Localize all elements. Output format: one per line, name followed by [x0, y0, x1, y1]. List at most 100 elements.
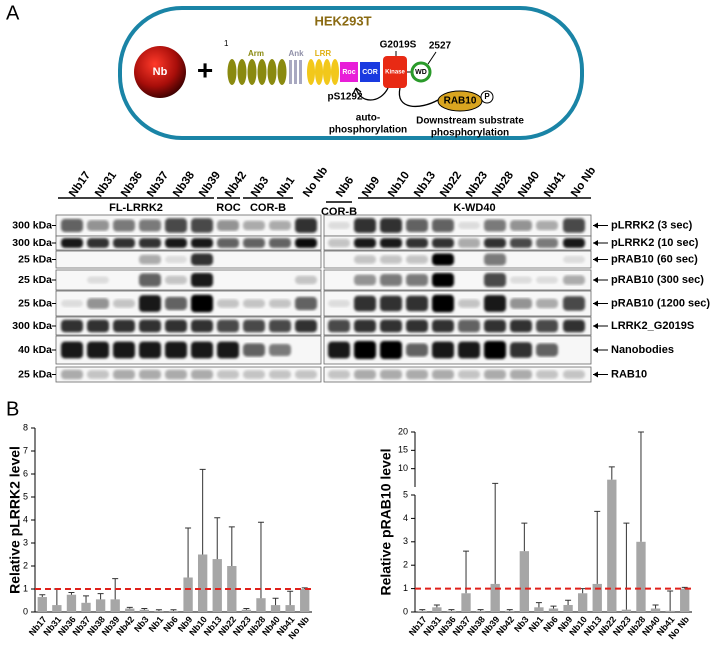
domain-label: Ank — [288, 49, 304, 58]
mutation-label: G2019S — [380, 40, 417, 51]
lrr-repeats — [307, 59, 339, 85]
size-label: 300 kDa — [12, 219, 52, 231]
band — [432, 294, 454, 313]
band — [458, 370, 480, 379]
band — [328, 238, 350, 248]
plus: + — [197, 54, 213, 85]
y-tick-label: 4 — [23, 514, 28, 524]
bar — [139, 609, 150, 612]
error-bar — [667, 590, 674, 611]
band — [243, 299, 265, 308]
band — [563, 275, 585, 285]
error-bar — [185, 527, 192, 578]
cell-name: HEK293T — [314, 13, 371, 28]
lane-label: Nb10 — [386, 170, 412, 200]
band — [295, 218, 317, 233]
band — [243, 319, 265, 333]
substrate-arrow — [398, 87, 439, 108]
error-bar — [141, 608, 148, 610]
bar — [490, 583, 500, 612]
size-label: 25 kDa — [18, 253, 52, 265]
row-arrow-head — [593, 277, 598, 283]
bar — [197, 554, 208, 612]
band — [139, 341, 161, 359]
bar — [534, 607, 544, 612]
row-arrow-head — [593, 256, 598, 263]
row-label: pLRRK2 (10 sec) — [611, 237, 699, 249]
band — [87, 319, 109, 333]
bar — [548, 608, 559, 612]
error-bar — [652, 604, 659, 609]
band — [87, 370, 109, 379]
band — [563, 218, 585, 233]
error-bar — [53, 588, 60, 606]
band — [243, 370, 265, 379]
y-tick-label: 3 — [403, 536, 408, 546]
band — [354, 295, 376, 312]
band — [191, 319, 213, 333]
row-label: pRAB10 (1200 sec) — [611, 297, 710, 309]
lane-label: Nb37 — [145, 170, 171, 200]
size-label: 300 kDa — [12, 237, 52, 249]
band — [432, 273, 454, 287]
band — [354, 341, 376, 359]
band — [87, 220, 109, 231]
group-label: COR-B — [250, 202, 286, 214]
nanobody-label: Nb — [153, 66, 168, 78]
phospho — [480, 90, 494, 104]
error-bar — [448, 609, 455, 611]
lane-label: Nb40 — [516, 170, 542, 200]
row-label: pRAB10 (60 sec) — [611, 253, 698, 265]
band — [243, 343, 265, 357]
bar — [241, 609, 252, 612]
band — [61, 299, 83, 308]
band — [217, 238, 239, 248]
band — [432, 253, 454, 266]
band — [406, 343, 428, 357]
y-tick-label: 8 — [23, 422, 28, 432]
band — [269, 299, 291, 308]
band — [113, 341, 135, 359]
band — [295, 238, 317, 248]
y-tick-label: 15 — [398, 445, 408, 455]
blot-frame — [323, 250, 592, 269]
error-bar — [155, 609, 162, 611]
band — [510, 238, 532, 248]
band — [139, 254, 161, 265]
x-tick-label: Nb6 — [541, 614, 560, 633]
y-tick-label: 5 — [403, 489, 408, 499]
band — [406, 238, 428, 248]
error-bar — [287, 590, 294, 606]
site-label: pS1292 — [327, 92, 362, 103]
band — [295, 370, 317, 379]
band — [458, 341, 480, 359]
error-bar — [433, 604, 440, 608]
band — [328, 221, 350, 230]
error-bar — [608, 466, 615, 480]
error-bar — [170, 609, 177, 611]
band — [563, 255, 585, 264]
band — [113, 299, 135, 308]
bar — [680, 588, 690, 612]
error-bar — [477, 609, 484, 611]
band — [536, 298, 558, 309]
domain-label: Arm — [248, 49, 264, 58]
bar — [270, 605, 281, 612]
lane-label: Nb3 — [249, 175, 271, 200]
band — [269, 238, 291, 248]
error-bar — [97, 593, 104, 600]
bar — [446, 610, 457, 612]
band — [328, 299, 350, 308]
band — [217, 341, 239, 359]
domain-label: Kinase — [385, 70, 405, 76]
row-label: LRRK2_G2019S — [611, 320, 694, 332]
start: 1 — [224, 39, 229, 48]
domain-label: LRR — [315, 49, 332, 58]
kinase-domain — [383, 56, 407, 88]
band — [269, 344, 291, 356]
lane-label: Nb23 — [464, 170, 490, 200]
band — [295, 319, 317, 333]
error-bar — [126, 606, 133, 609]
bar — [168, 610, 179, 612]
x-tick-label: Nb6 — [161, 614, 180, 633]
